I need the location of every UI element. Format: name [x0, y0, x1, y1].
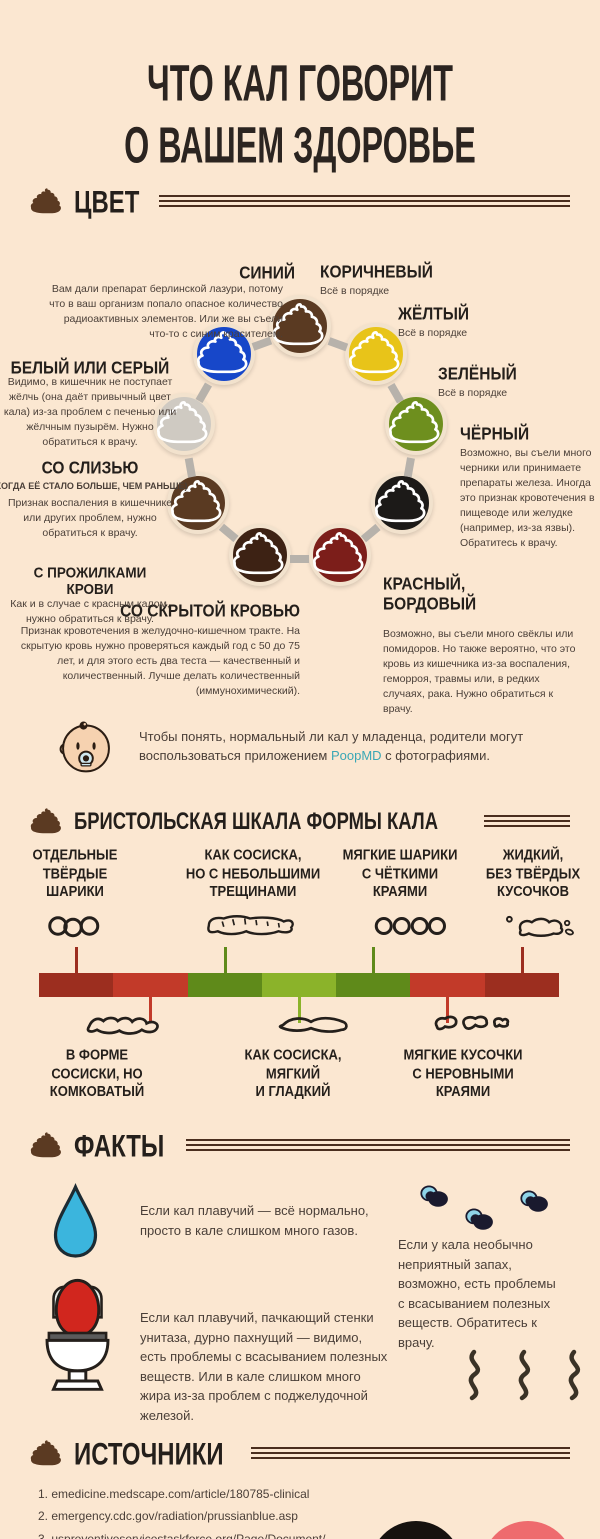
svg-text:H: H [515, 1535, 534, 1539]
